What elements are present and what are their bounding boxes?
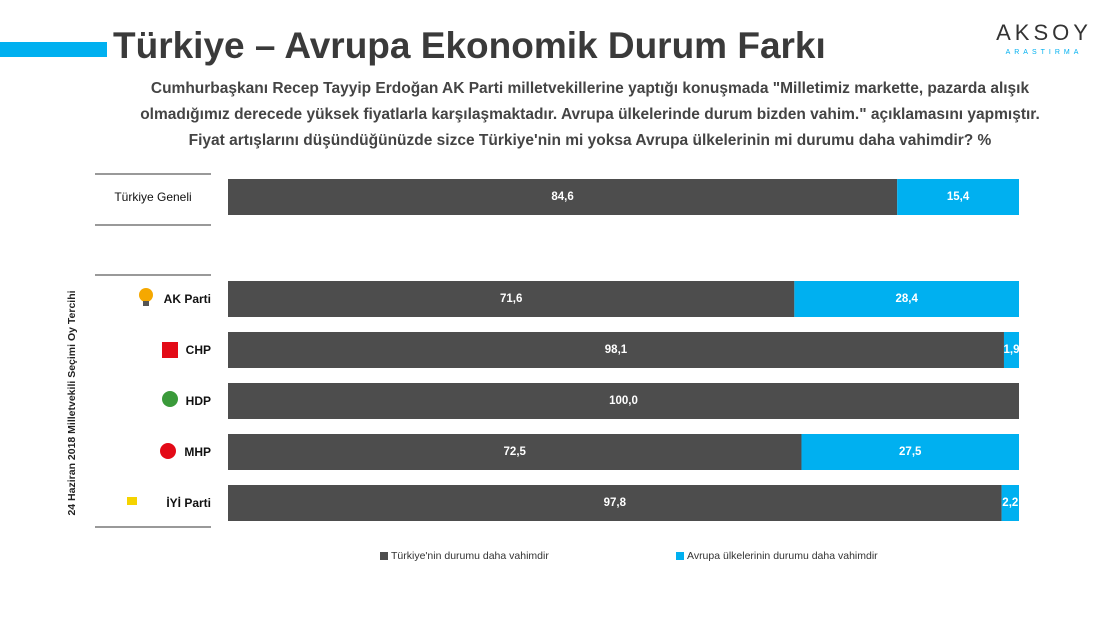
value-label: 100,0 [609,395,638,407]
bar-segment [801,434,1019,470]
group-label: 24 Haziran 2018 Milletvekili Seçimi Oy T… [66,290,78,515]
legend-swatch [380,552,388,560]
chart-title: Türkiye – Avrupa Ekonomik Durum Farkı [113,25,826,66]
bar-segment [228,485,1002,521]
category-label: İYİ Parti [166,495,211,510]
bar-segment [228,383,1019,419]
legend-label: Türkiye'nin durumu daha vahimdir [391,550,549,562]
party-icons [127,288,178,505]
value-label: 1,9 [1003,344,1019,356]
category-label: AK Parti [164,292,211,306]
category-label: HDP [186,394,211,408]
value-label: 97,8 [604,497,627,509]
separators [95,173,211,528]
subtitle-line: Cumhurbaşkanı Recep Tayyip Erdoğan AK Pa… [151,80,1030,97]
bar-segment [897,179,1019,215]
value-label: 84,6 [551,191,573,203]
title-accent [0,42,107,57]
bar-segment [228,332,1004,368]
subtitle-line: olmadığımız derecede yüksek fiyatlarla k… [140,106,1040,123]
value-label: 2,2 [1002,497,1018,509]
bar-segment [228,179,898,215]
logo-sub: ARASTIRMA [1006,49,1083,56]
logo-name: AKSOY [996,20,1092,45]
category-label: Türkiye Geneli [114,190,191,204]
subtitle-line: Fiyat artışlarını düşündüğünüzde sizce T… [189,132,992,149]
bar-segment [228,281,795,317]
bar-segment [228,434,802,470]
value-label: 28,4 [895,293,918,305]
bar-segment [794,281,1019,317]
legend-label: Avrupa ülkelerinin durumu daha vahimdir [687,550,878,562]
bar-segment [1001,485,1019,521]
bar-segment [1003,332,1019,368]
value-label: 71,6 [500,293,522,305]
value-label: 72,5 [504,446,527,458]
legend-swatch [676,552,684,560]
value-label: 15,4 [947,191,970,203]
value-label: 98,1 [605,344,628,356]
category-label: MHP [184,445,211,459]
value-label: 27,5 [899,446,922,458]
category-label: CHP [186,343,211,357]
